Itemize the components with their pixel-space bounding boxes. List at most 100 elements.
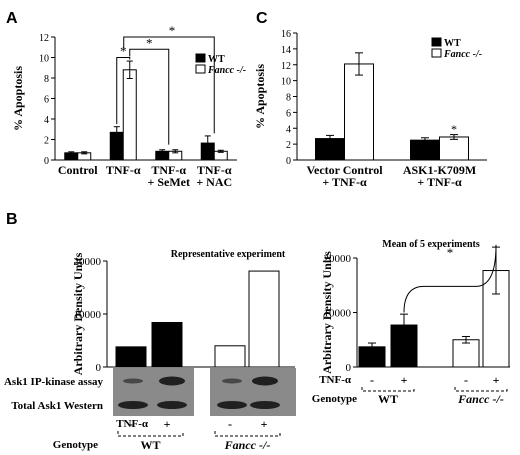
y-axis-label: Arbitrary Density Units bbox=[320, 251, 334, 374]
legend-label-fancc: Fancc -/- bbox=[207, 65, 246, 76]
blot-band bbox=[123, 378, 143, 384]
genotype-fancc: Fancc -/- bbox=[224, 438, 271, 452]
blot-band bbox=[217, 401, 247, 409]
genotype-bracket bbox=[117, 431, 184, 437]
legend-label-wt: WT bbox=[444, 38, 461, 49]
significance-bracket bbox=[116, 57, 131, 125]
x-tick-label: + TNF-α bbox=[322, 175, 367, 189]
y-tick-label: 6 bbox=[286, 108, 291, 119]
genotype-wt: WT bbox=[140, 438, 160, 452]
blot-band bbox=[159, 376, 185, 386]
legend-swatch-fancc bbox=[195, 64, 206, 74]
x-tick-label: Control bbox=[58, 163, 98, 177]
y-tick-label: 8 bbox=[44, 74, 49, 85]
genotype-label: Genotype bbox=[312, 393, 357, 405]
significance-bracket bbox=[123, 36, 215, 134]
treatment-sign: - bbox=[228, 417, 232, 431]
y-tick-label: 10000 bbox=[74, 309, 102, 321]
bar-fancc bbox=[439, 136, 469, 161]
bar-wt bbox=[410, 139, 440, 161]
legend-swatch-wt bbox=[195, 53, 206, 63]
y-tick-label: 0 bbox=[44, 156, 49, 167]
x-tick-label: Vector Control bbox=[306, 163, 383, 177]
y-tick-label: 0 bbox=[96, 362, 102, 374]
bar-fancc bbox=[344, 63, 374, 161]
y-tick-label: 20000 bbox=[74, 256, 102, 268]
y-axis-label: % Apoptosis bbox=[11, 66, 25, 131]
treatment-sign: + bbox=[261, 417, 268, 431]
blot-band bbox=[157, 401, 187, 409]
bar-fancc bbox=[122, 69, 137, 161]
treatment-sign: - bbox=[129, 417, 133, 431]
significance-bracket bbox=[129, 48, 170, 145]
blot-row-label-western: Total Ask1 Western bbox=[11, 400, 103, 412]
chart-title: Mean of 5 experiments bbox=[382, 239, 480, 250]
panel-letter-c: C bbox=[256, 10, 268, 27]
y-tick-label: 6 bbox=[44, 95, 49, 106]
y-tick-label: 14 bbox=[281, 45, 291, 56]
y-tick-label: 0 bbox=[286, 156, 291, 167]
y-tick-label: 10 bbox=[39, 54, 49, 65]
y-tick-label: 0 bbox=[346, 362, 352, 374]
genotype-wt: WT bbox=[378, 392, 398, 406]
genotype-bracket bbox=[361, 387, 415, 392]
genotype-label: Genotype bbox=[53, 439, 98, 451]
significance-bracket bbox=[403, 244, 497, 313]
genotype-bracket bbox=[214, 431, 281, 437]
bar bbox=[151, 321, 183, 368]
x-tick-label: + SeMet bbox=[148, 175, 191, 189]
legend-swatch-fancc bbox=[431, 48, 442, 58]
y-tick-label: 4 bbox=[44, 115, 49, 126]
genotype-bracket bbox=[454, 387, 508, 392]
blot-band bbox=[222, 378, 242, 384]
genotype-fancc: Fancc -/- bbox=[457, 392, 504, 406]
significance-star: * bbox=[120, 44, 127, 59]
treatment-sign: + bbox=[164, 417, 171, 431]
x-tick-label: TNF-α bbox=[151, 163, 186, 177]
blot-band bbox=[252, 376, 278, 386]
treatment-sign: - bbox=[464, 373, 468, 387]
legend-swatch-wt bbox=[431, 37, 442, 47]
significance-star: * bbox=[169, 23, 176, 38]
y-tick-label: 20000 bbox=[324, 253, 352, 265]
significance-star: * bbox=[146, 35, 153, 50]
treatment-sign: + bbox=[401, 373, 408, 387]
x-tick-label: TNF-α bbox=[106, 163, 141, 177]
bar bbox=[214, 345, 246, 368]
y-tick-label: 16 bbox=[281, 29, 291, 40]
bar bbox=[248, 270, 280, 368]
legend-label-fancc: Fancc -/- bbox=[443, 49, 482, 60]
blot-strip bbox=[113, 394, 194, 416]
blot-band bbox=[250, 401, 280, 409]
significance-star: * bbox=[447, 245, 454, 260]
y-axis-label: Arbitrary Density Units bbox=[71, 252, 85, 375]
y-axis-label: % Apoptosis bbox=[253, 64, 267, 129]
panel-letter-a: A bbox=[6, 10, 18, 27]
y-tick-label: 12 bbox=[281, 61, 291, 72]
y-tick-label: 10 bbox=[281, 77, 291, 88]
x-tick-label: + TNF-α bbox=[417, 175, 462, 189]
significance-star: * bbox=[451, 122, 457, 136]
y-tick-label: 10000 bbox=[324, 308, 352, 320]
x-tick-label: TNF-α bbox=[197, 163, 232, 177]
treatment-sign: - bbox=[370, 373, 374, 387]
blot-band bbox=[118, 401, 148, 409]
bar bbox=[115, 346, 147, 368]
legend-label-wt: WT bbox=[208, 54, 225, 65]
y-tick-label: 2 bbox=[286, 140, 291, 151]
x-tick-label: ASK1-K709M bbox=[403, 163, 476, 177]
x-tick-label: + NAC bbox=[196, 175, 232, 189]
y-tick-label: 12 bbox=[39, 33, 49, 44]
chart-title: Representative experiment bbox=[171, 249, 286, 260]
treatment-label: TNF-α bbox=[116, 418, 149, 430]
western-blot: Ask1 IP-kinase assay Total Ask1 Western TN… bbox=[4, 368, 296, 452]
treatment-sign: + bbox=[493, 373, 500, 387]
blot-row-label-kinase: Ask1 IP-kinase assay bbox=[4, 376, 104, 388]
bar bbox=[452, 339, 480, 368]
